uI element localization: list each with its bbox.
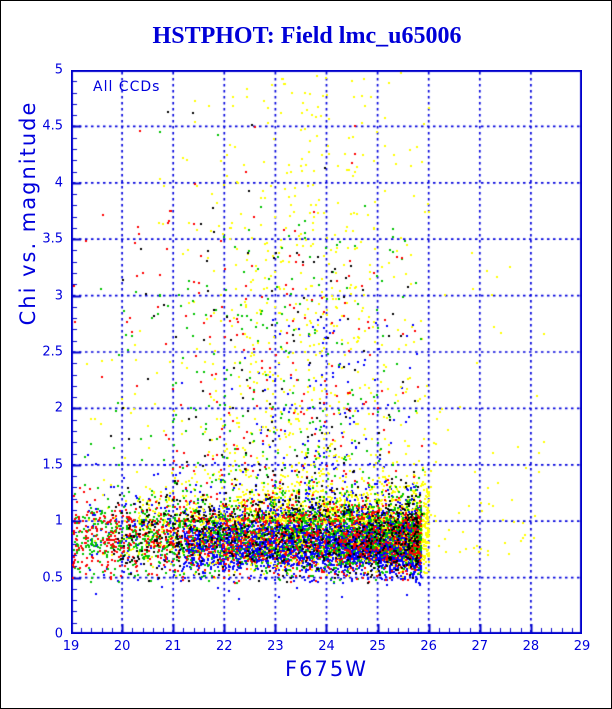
scatter-plot-canvas: [71, 70, 582, 634]
x-tick-label: 24: [318, 639, 335, 654]
x-tick-label: 23: [267, 639, 284, 654]
x-tick-label: 27: [471, 639, 489, 654]
ccd-annotation: All CCDs: [93, 79, 161, 95]
x-tick-label: 21: [164, 639, 182, 654]
y-tick-label: 4.5: [42, 118, 63, 134]
y-tick-label: 3.5: [42, 231, 63, 247]
y-tick-label: 5: [54, 62, 63, 78]
y-tick-label: 0: [54, 626, 63, 642]
x-tick-label: 20: [113, 639, 131, 654]
chart-title: HSTPHOT: Field lmc_u65006: [152, 23, 462, 49]
x-axis-title: F675W: [285, 657, 368, 681]
x-tick-label: 26: [420, 639, 437, 654]
x-tick-label: 28: [522, 639, 540, 654]
x-tick-label: 25: [369, 639, 386, 654]
y-tick-label: 3: [54, 288, 63, 304]
x-tick-label: 19: [62, 639, 80, 654]
y-tick-label: 1.5: [42, 457, 63, 473]
y-tick-label: 1: [54, 513, 63, 529]
y-axis-title: Chi vs. magnitude: [16, 100, 40, 326]
y-tick-label: 2: [54, 400, 63, 416]
y-tick-label: 2.5: [42, 344, 63, 360]
y-tick-label: 0.5: [42, 570, 63, 586]
y-tick-label: 4: [54, 175, 63, 191]
x-tick-label: 22: [216, 639, 233, 654]
x-tick-label: 29: [573, 639, 591, 654]
